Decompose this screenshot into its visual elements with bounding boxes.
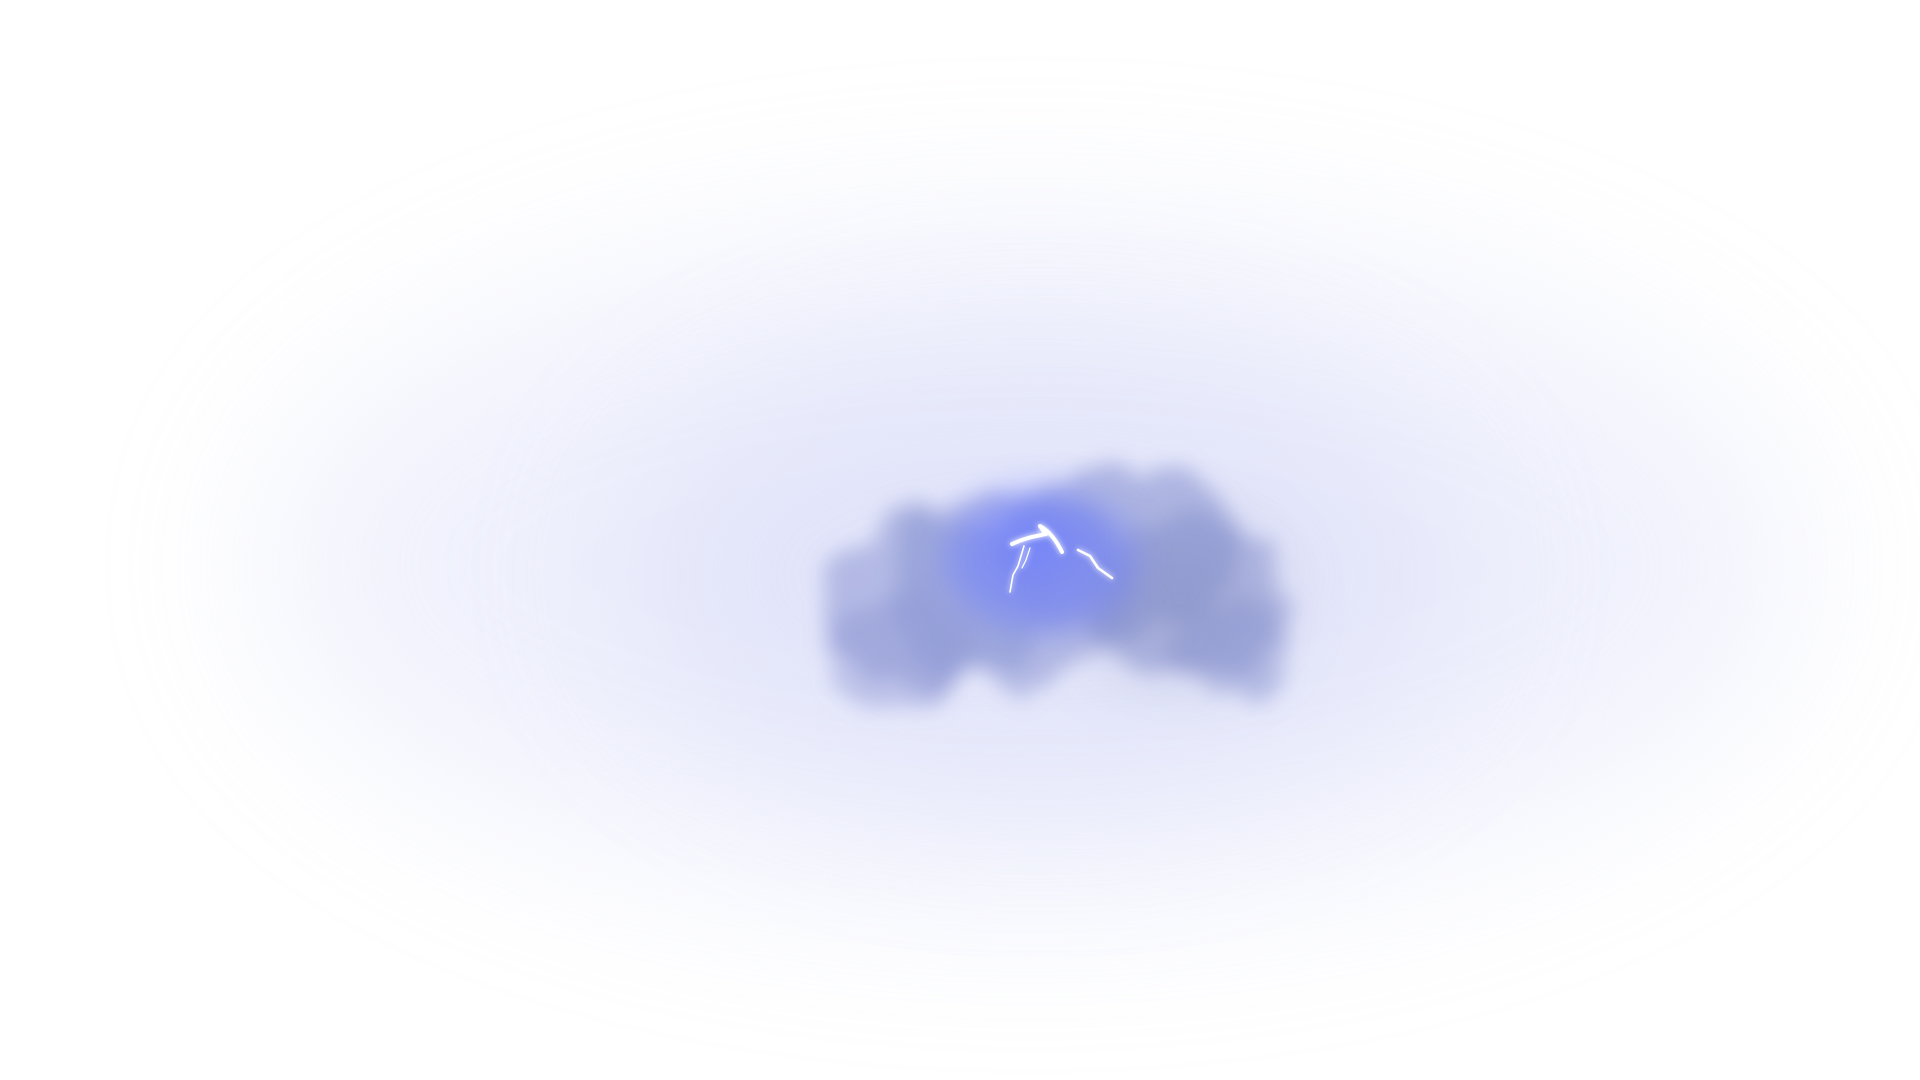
lightning-bolts — [1009, 524, 1114, 593]
electric-glow-core — [995, 517, 1075, 573]
lightning-bolt-right — [1076, 548, 1114, 580]
lightning-bolt-main — [1010, 524, 1064, 554]
cloud-shadow — [1090, 530, 1270, 670]
lightning-bolt-fork-small — [1021, 547, 1031, 569]
lightning-bolt-fork — [1009, 545, 1025, 593]
